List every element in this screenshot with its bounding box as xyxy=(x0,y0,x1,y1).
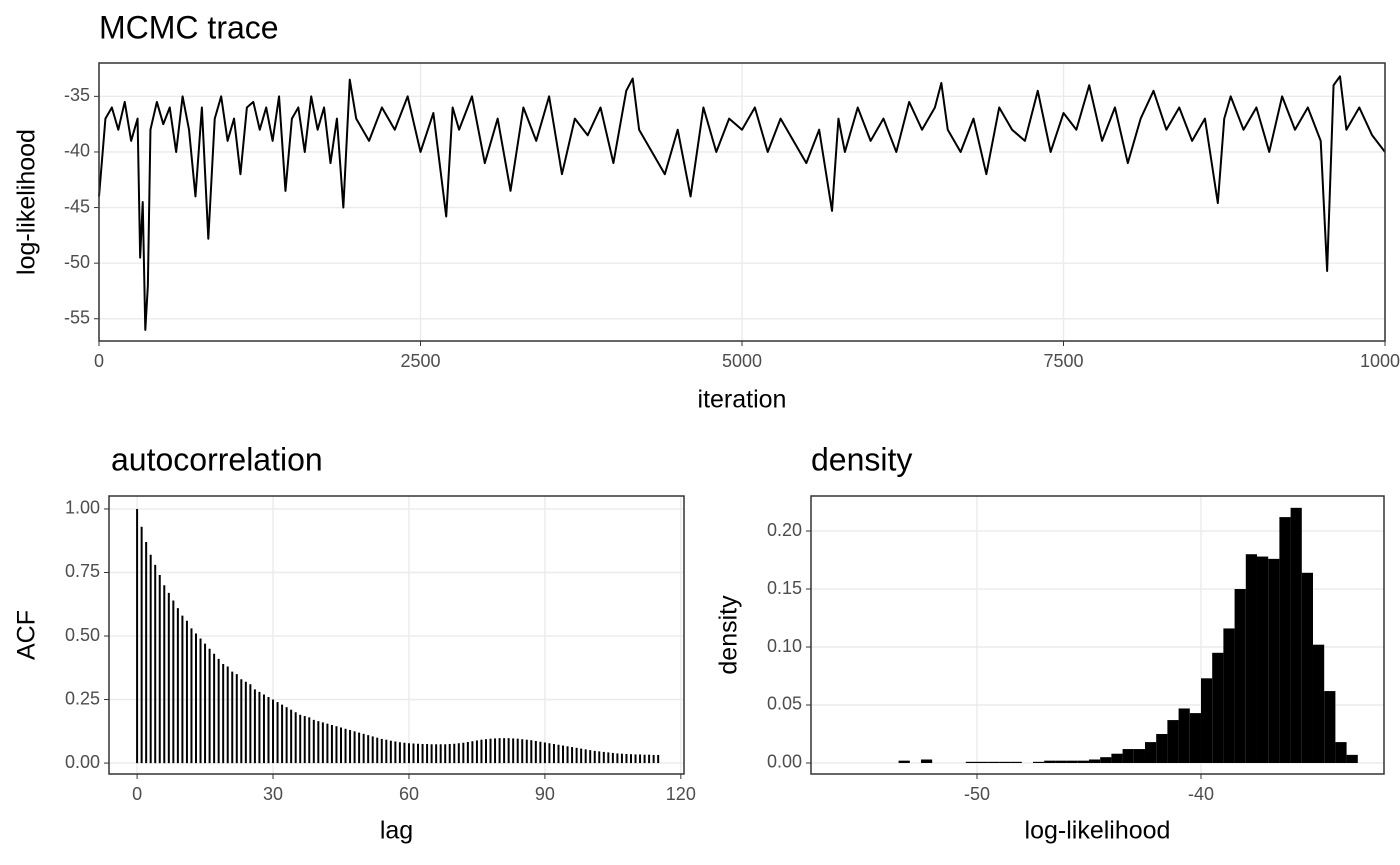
histogram-bar xyxy=(1032,761,1045,763)
x-axis-label: iteration xyxy=(698,386,787,414)
histogram-bar xyxy=(1189,713,1201,763)
x-tick-label: 7500 xyxy=(1043,351,1083,371)
y-tick-label: 0.15 xyxy=(767,578,802,598)
x-tick-label: 5000 xyxy=(722,351,762,371)
histogram-bar xyxy=(988,761,1000,763)
histogram-bar xyxy=(898,760,910,763)
chart-title: MCMC trace xyxy=(99,9,279,45)
y-tick-label: 0.05 xyxy=(767,694,802,714)
y-tick-label: 0.75 xyxy=(65,561,100,581)
y-tick-label: -40 xyxy=(64,141,90,161)
y-tick-label: 0.25 xyxy=(65,688,100,708)
histogram-bar xyxy=(1256,556,1269,763)
histogram-bar xyxy=(1324,691,1336,763)
histogram-bar xyxy=(1100,757,1112,763)
histogram-bar xyxy=(1200,678,1213,763)
histogram-bar xyxy=(1010,761,1022,763)
chart-title: autocorrelation xyxy=(111,441,323,477)
histogram-bar xyxy=(1144,742,1157,763)
y-tick-label: 0.20 xyxy=(767,520,802,540)
histogram-bar xyxy=(1245,554,1257,763)
y-tick-label: 0.00 xyxy=(767,752,802,772)
chart-title: density xyxy=(811,441,912,477)
histogram-bar xyxy=(965,761,977,763)
x-tick-label: 60 xyxy=(399,784,419,804)
histogram-bar xyxy=(1301,572,1313,763)
x-tick-label: 120 xyxy=(666,784,696,804)
histogram-bar xyxy=(999,761,1011,763)
y-axis-label: ACF xyxy=(13,610,41,660)
y-tick-label: 0.10 xyxy=(767,636,802,656)
x-tick-label: 2500 xyxy=(400,351,440,371)
histogram-bar xyxy=(1055,760,1067,763)
y-tick-label: -35 xyxy=(64,85,90,105)
y-tick-label: -50 xyxy=(64,252,90,272)
y-tick-label: 1.00 xyxy=(65,498,100,518)
histogram-bar xyxy=(1178,708,1190,763)
x-tick-label: 0 xyxy=(132,784,142,804)
histogram-bar xyxy=(1066,760,1078,763)
histogram-bar xyxy=(1234,589,1246,763)
panel-border xyxy=(108,495,685,775)
y-tick-label: 0.50 xyxy=(65,625,100,645)
histogram-bar xyxy=(1346,754,1358,763)
x-tick-label: -50 xyxy=(964,784,990,804)
histogram-bar xyxy=(1312,644,1325,763)
y-tick-label: -55 xyxy=(64,308,90,328)
panel-border xyxy=(98,62,1386,342)
histogram-bar xyxy=(1088,759,1101,763)
histogram-bar xyxy=(1111,753,1123,763)
x-axis-label: log-likelihood xyxy=(1025,817,1171,845)
histogram-bar xyxy=(1044,760,1056,763)
histogram-bar xyxy=(1223,628,1235,763)
histogram-bar xyxy=(1279,517,1291,763)
y-axis-label: log-likelihood xyxy=(13,129,41,275)
x-tick-label: -40 xyxy=(1188,784,1214,804)
histogram-bar xyxy=(1077,760,1089,763)
x-tick-label: 0 xyxy=(94,351,104,371)
histogram-bar xyxy=(1133,749,1145,763)
x-axis-label: lag xyxy=(380,817,413,845)
x-tick-label: 10000 xyxy=(1360,351,1400,371)
y-tick-label: -45 xyxy=(64,196,90,216)
histogram-bar xyxy=(1335,742,1347,763)
x-tick-label: 30 xyxy=(263,784,283,804)
histogram-bar xyxy=(976,761,989,763)
histogram-bar xyxy=(1122,749,1134,763)
histogram-bar xyxy=(1156,733,1168,763)
y-tick-label: 0.00 xyxy=(65,752,100,772)
histogram-bar xyxy=(1268,558,1280,763)
histogram-bar xyxy=(920,759,933,763)
y-axis-label: density xyxy=(715,595,743,675)
histogram-bar xyxy=(1290,507,1302,763)
trace-line xyxy=(98,75,1386,331)
histogram-bar xyxy=(1212,652,1224,763)
histogram-bar xyxy=(1167,720,1179,763)
x-tick-label: 90 xyxy=(535,784,555,804)
panel-border xyxy=(810,495,1385,775)
